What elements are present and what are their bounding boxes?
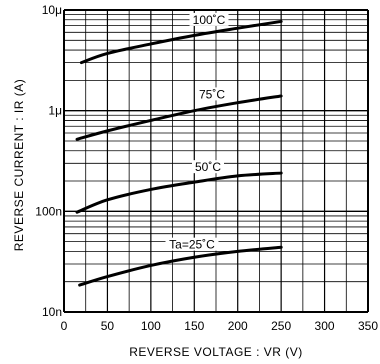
x-tick-label: 100 [141, 319, 161, 333]
x-tick-label: 200 [228, 319, 248, 333]
series-line-2 [75, 171, 283, 214]
series-label-bg [165, 237, 219, 251]
y-tick-label: 100n [35, 204, 62, 218]
series-label: 75˚C [199, 87, 225, 101]
series-line-1 [75, 94, 283, 141]
series-layer [75, 19, 283, 287]
series-line-0 [79, 19, 283, 65]
series-labels: 100˚C 75˚C 50˚C Ta=25˚C [165, 12, 229, 252]
minor-gridlines [64, 10, 368, 312]
y-axis-title: REVERSE CURRENT : IR (A) [12, 79, 26, 251]
x-tick-label: 250 [271, 319, 291, 333]
y-tick-labels: 10n 100n 1μ 10μ [35, 3, 62, 319]
x-tick-label: 350 [358, 319, 378, 333]
y-tick-label: 1μ [48, 104, 62, 118]
y-tick-label: 10n [42, 305, 62, 319]
series-label: 100˚C [193, 13, 226, 27]
x-tick-label: 150 [184, 319, 204, 333]
x-tick-label: 0 [61, 319, 68, 333]
series-label-bg [189, 12, 229, 26]
series-label: Ta=25˚C [169, 238, 215, 252]
x-tick-labels: 0 50 100 150 200 250 300 350 [61, 319, 379, 333]
series-line-3 [78, 245, 283, 287]
major-gridlines [63, 9, 369, 313]
x-axis-title: REVERSE VOLTAGE : VR (V) [129, 345, 303, 359]
series-label-bg [196, 87, 228, 101]
x-tick-label: 50 [101, 319, 115, 333]
y-tick-label: 10μ [42, 3, 62, 17]
series-label-bg [192, 160, 224, 174]
series-label: 50˚C [195, 160, 221, 174]
x-tick-label: 300 [315, 319, 335, 333]
